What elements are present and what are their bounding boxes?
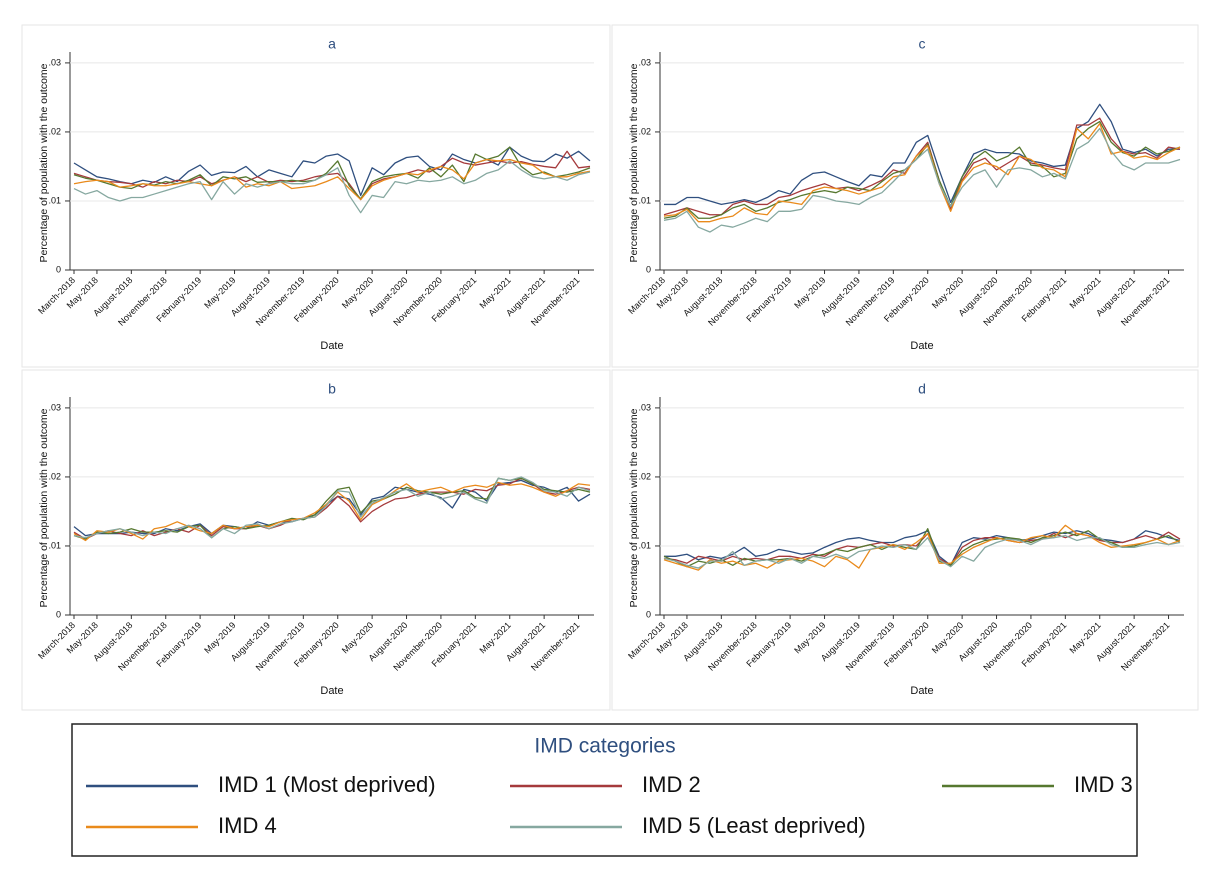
panel-title: c bbox=[919, 36, 926, 52]
series-line bbox=[73, 158, 591, 201]
y-tick-label: 0 bbox=[56, 609, 61, 619]
series-line bbox=[664, 530, 1181, 566]
y-tick-label: .01 bbox=[48, 540, 61, 550]
series-line bbox=[663, 117, 1181, 216]
series-line bbox=[664, 103, 1180, 206]
y-tick-label: 0 bbox=[646, 264, 651, 274]
x-axis-title: Date bbox=[320, 340, 343, 352]
series-line bbox=[73, 146, 591, 200]
y-tick-label: .03 bbox=[48, 57, 61, 67]
legend-label: IMD 5 (Least deprived) bbox=[642, 813, 866, 838]
series-line bbox=[663, 120, 1181, 219]
series-line bbox=[663, 127, 1181, 233]
y-tick-label: 0 bbox=[646, 609, 651, 619]
legend-label: IMD 3 bbox=[1074, 772, 1133, 797]
series-line bbox=[663, 123, 1181, 223]
panel-frame bbox=[21, 24, 611, 368]
legend-label: IMD 1 (Most deprived) bbox=[218, 772, 436, 797]
y-tick-label: .03 bbox=[638, 57, 651, 67]
series-line bbox=[663, 534, 1181, 569]
x-axis-title: Date bbox=[320, 685, 343, 697]
legend-label: IMD 4 bbox=[218, 813, 277, 838]
series-line bbox=[73, 476, 591, 539]
legend-box bbox=[71, 723, 1138, 857]
y-tick-label: .03 bbox=[48, 402, 61, 412]
y-tick-label: .02 bbox=[638, 126, 651, 136]
series-line bbox=[73, 477, 591, 540]
y-tick-label: .02 bbox=[48, 471, 61, 481]
x-axis-title: Date bbox=[910, 340, 933, 352]
legend-label: IMD 2 bbox=[642, 772, 701, 797]
panel-title: b bbox=[328, 381, 336, 397]
y-tick-label: .01 bbox=[638, 195, 651, 205]
series-line bbox=[663, 528, 1181, 568]
series-line bbox=[73, 146, 591, 197]
panel-frame bbox=[611, 24, 1199, 368]
y-axis-title: Percentage of population with the outcom… bbox=[628, 408, 640, 607]
legend-title: IMD categories bbox=[534, 735, 675, 758]
y-tick-label: .03 bbox=[638, 402, 651, 412]
y-axis-title: Percentage of population with the outcom… bbox=[628, 63, 640, 262]
panel-title: d bbox=[918, 381, 926, 397]
y-tick-label: .01 bbox=[638, 540, 651, 550]
panel-title: a bbox=[328, 36, 336, 52]
y-tick-label: .02 bbox=[48, 126, 61, 136]
series-line bbox=[663, 524, 1181, 571]
y-tick-label: .01 bbox=[48, 195, 61, 205]
x-axis-title: Date bbox=[910, 685, 933, 697]
series-line bbox=[73, 150, 591, 201]
series-line bbox=[73, 160, 591, 214]
y-axis-title: Percentage of population with the outcom… bbox=[38, 408, 50, 607]
y-tick-label: 0 bbox=[56, 264, 61, 274]
panel-frame bbox=[21, 369, 611, 711]
y-axis-title: Percentage of population with the outcom… bbox=[38, 63, 50, 262]
y-tick-label: .02 bbox=[638, 471, 651, 481]
